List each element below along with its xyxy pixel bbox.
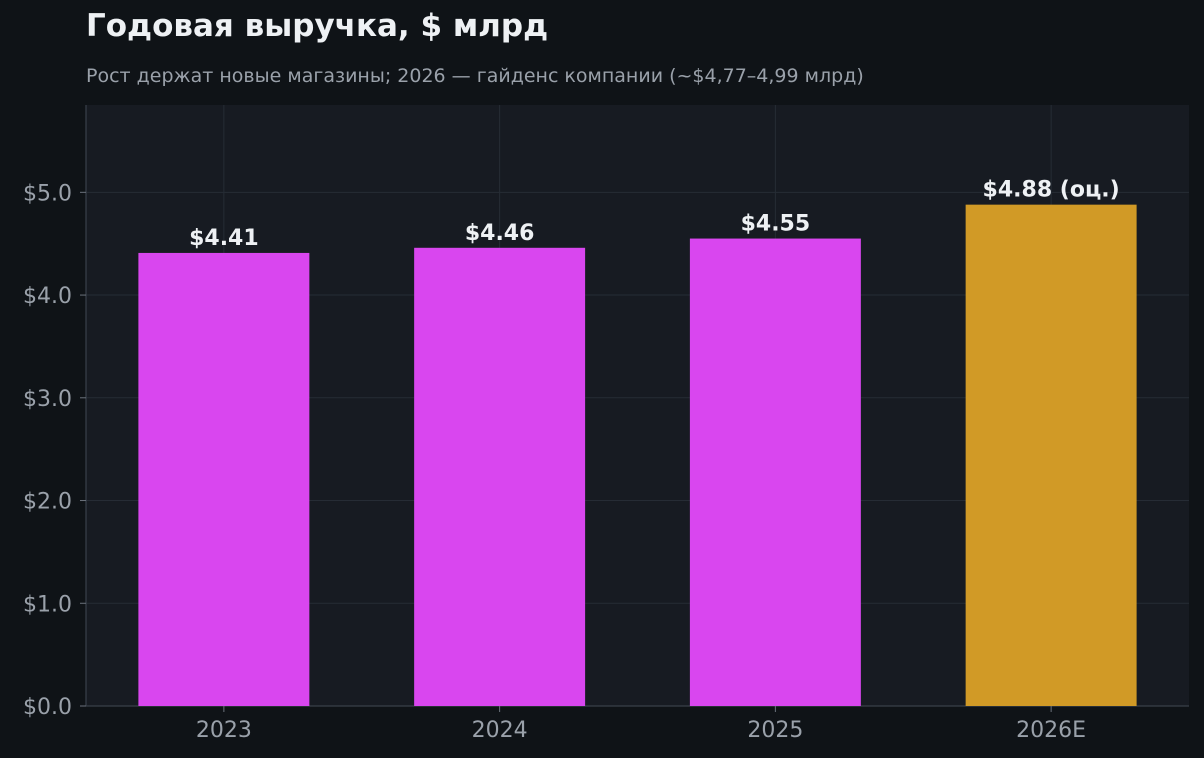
y-tick-label: $5.0 [23, 181, 72, 206]
data-label: $4.46 [465, 221, 535, 246]
x-tick-label: 2024 [472, 718, 528, 743]
bar-2026e [965, 204, 1137, 706]
chart-title: Годовая выручка, $ млрд [86, 8, 549, 44]
bar-2025 [689, 238, 861, 707]
chart-subtitle: Рост держат новые магазины; 2026 — гайде… [86, 65, 864, 87]
x-tick-label: 2026E [1016, 718, 1086, 743]
y-tick-label: $4.0 [23, 284, 72, 309]
y-tick-label: $2.0 [23, 490, 72, 515]
y-tick-label: $3.0 [23, 387, 72, 412]
y-tick-label: $0.0 [23, 695, 72, 720]
data-label: $4.41 [189, 226, 259, 251]
bar-2024 [414, 247, 586, 707]
x-tick-label: 2023 [196, 718, 252, 743]
x-tick-label: 2025 [747, 718, 803, 743]
data-label: $4.88 (оц.) [983, 178, 1120, 203]
data-label: $4.55 [741, 212, 811, 237]
bar-2023 [138, 252, 310, 706]
y-tick-label: $1.0 [23, 592, 72, 617]
